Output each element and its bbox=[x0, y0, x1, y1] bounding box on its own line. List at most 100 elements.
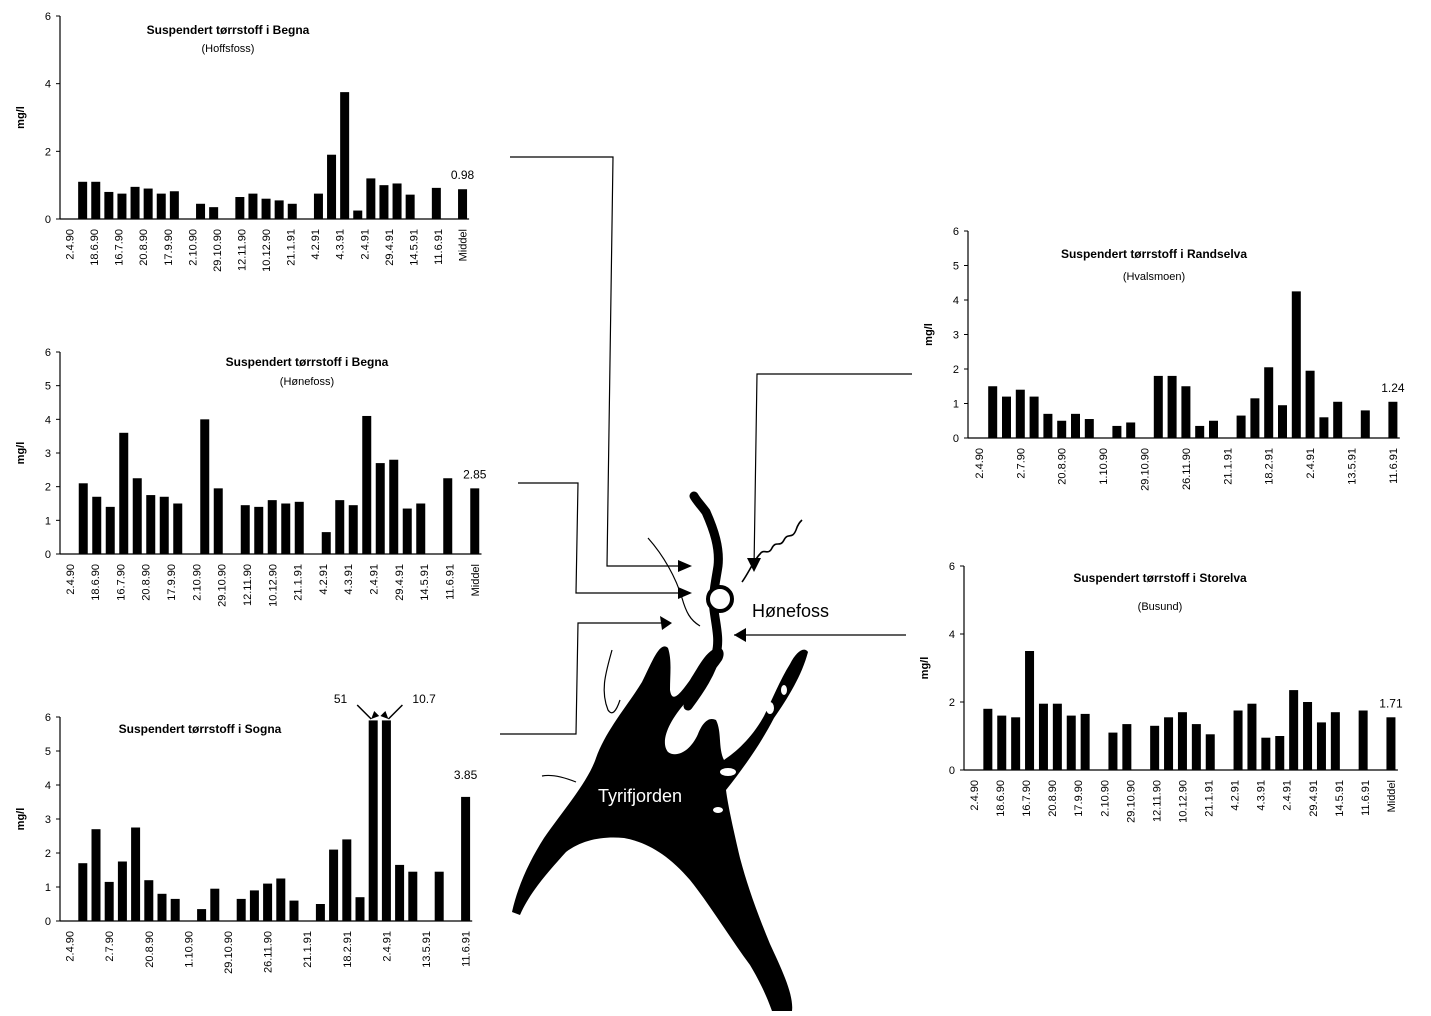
x-tick-label: 12.11.90 bbox=[242, 564, 254, 606]
y-tick-label: 2 bbox=[949, 697, 955, 709]
bar bbox=[355, 897, 365, 921]
connector-lines bbox=[500, 156, 912, 735]
y-axis-label: mg/l bbox=[923, 323, 935, 346]
y-tick-label: 1 bbox=[45, 515, 51, 527]
bar bbox=[91, 829, 101, 921]
bar bbox=[1029, 396, 1039, 438]
x-tick-label: 4.2.91 bbox=[318, 564, 330, 595]
chart-storelva: 0 2 4 6 mg/l Suspendert tørrstoff i Storelva (… bbox=[919, 561, 1403, 823]
x-tick-label: 14.5.91 bbox=[408, 229, 420, 266]
bar bbox=[1108, 732, 1118, 770]
x-tick-label: 10.12.90 bbox=[267, 564, 279, 607]
bar bbox=[78, 483, 88, 554]
x-tick-label: 29.10.90 bbox=[1140, 448, 1152, 491]
connector-line bbox=[753, 373, 912, 569]
bar bbox=[170, 898, 180, 921]
bar bbox=[340, 92, 350, 219]
connector-line bbox=[510, 156, 690, 567]
y-tick-label: 2 bbox=[953, 364, 959, 376]
lake-island bbox=[781, 685, 787, 695]
x-tick-label: 26.11.90 bbox=[263, 931, 275, 973]
chart-subtitle: (Hønefoss) bbox=[280, 376, 334, 388]
x-tick-label: 20.8.90 bbox=[141, 564, 153, 601]
x-tick-label: 16.7.90 bbox=[114, 229, 126, 266]
bar bbox=[274, 200, 284, 219]
x-tick-label: 11.6.91 bbox=[1360, 780, 1372, 816]
x-tick-label: 1.10.90 bbox=[1098, 448, 1110, 485]
bar bbox=[461, 796, 471, 921]
bar bbox=[276, 878, 286, 921]
bar bbox=[294, 501, 304, 554]
y-tick-label: 6 bbox=[45, 347, 51, 359]
data-label: 10.7 bbox=[412, 692, 436, 706]
bar bbox=[1084, 419, 1094, 438]
bar bbox=[105, 506, 115, 554]
bar bbox=[143, 188, 153, 219]
bar bbox=[1261, 737, 1271, 770]
bar bbox=[1112, 425, 1122, 438]
bar bbox=[997, 715, 1007, 770]
bar bbox=[1233, 710, 1243, 770]
bar bbox=[92, 496, 102, 554]
connector-arrowhead bbox=[734, 628, 746, 642]
chart-title: Suspendert tørrstoff i Storelva bbox=[1073, 571, 1247, 585]
bar bbox=[156, 193, 166, 219]
bar bbox=[169, 191, 179, 219]
x-tick-label: 21.1.91 bbox=[1204, 780, 1216, 817]
bar bbox=[988, 386, 998, 438]
x-tick-label: 11.6.91 bbox=[444, 564, 456, 600]
x-tick-label: 18.6.90 bbox=[90, 564, 102, 601]
y-tick-label: 0 bbox=[949, 765, 955, 777]
bar bbox=[287, 203, 297, 219]
bar bbox=[321, 532, 331, 554]
chart-begna-hoffsfoss: 0 2 4 6 mg/l Suspendert tørrstoff i Begna (Hof… bbox=[15, 11, 475, 272]
bar bbox=[249, 890, 259, 921]
bar bbox=[402, 508, 412, 554]
x-tick-label: 20.8.90 bbox=[144, 931, 156, 968]
x-tick-label: 21.1.91 bbox=[1222, 448, 1234, 485]
bar bbox=[392, 183, 402, 219]
x-tick-label: 11.6.91 bbox=[433, 229, 445, 265]
y-tick-label: 6 bbox=[45, 11, 51, 23]
x-tick-label: 10.12.90 bbox=[1177, 780, 1189, 823]
lake-tyrifjorden bbox=[512, 646, 808, 1011]
bar bbox=[1177, 712, 1187, 770]
data-label: 51 bbox=[334, 692, 348, 706]
x-tick-label: 2.4.91 bbox=[1305, 448, 1317, 479]
bar bbox=[1066, 715, 1076, 770]
x-tick-label: 20.8.90 bbox=[138, 229, 150, 266]
x-tick-label: 2.4.90 bbox=[65, 564, 77, 595]
bar bbox=[130, 186, 140, 219]
bar bbox=[173, 503, 183, 554]
bar bbox=[1038, 703, 1048, 770]
x-tick-label: 10.12.90 bbox=[261, 229, 273, 272]
data-label: 1.24 bbox=[1381, 381, 1405, 395]
connector-arrowhead bbox=[678, 587, 692, 599]
honefoss-label: Hønefoss bbox=[752, 601, 829, 621]
bar bbox=[1071, 413, 1080, 438]
x-tick-label: 16.7.90 bbox=[115, 564, 127, 601]
bar bbox=[78, 181, 88, 219]
bar bbox=[1126, 422, 1136, 438]
annotation-arrow bbox=[387, 704, 403, 720]
lake-island bbox=[720, 768, 736, 776]
bar bbox=[1015, 389, 1025, 438]
lake-island bbox=[713, 807, 723, 813]
x-tick-label: 2.7.90 bbox=[104, 931, 116, 962]
bar bbox=[1164, 717, 1174, 770]
bar bbox=[236, 898, 246, 921]
bar bbox=[1122, 724, 1132, 770]
y-axis-label: mg/l bbox=[15, 808, 27, 831]
chart-title: Suspendert tørrstoff i Sogna bbox=[119, 722, 282, 736]
bar bbox=[196, 203, 206, 219]
bar bbox=[240, 505, 250, 554]
connector-line bbox=[500, 622, 670, 735]
y-axis-label: mg/l bbox=[919, 657, 931, 680]
y-tick-label: 3 bbox=[45, 448, 51, 460]
bar bbox=[1291, 291, 1301, 438]
bar bbox=[1250, 398, 1260, 438]
bar bbox=[91, 181, 101, 219]
chart-title: Suspendert tørrstoff i Randselva bbox=[1061, 247, 1247, 261]
y-axis-label: mg/l bbox=[15, 106, 27, 129]
annotation-arrowhead bbox=[371, 711, 380, 719]
